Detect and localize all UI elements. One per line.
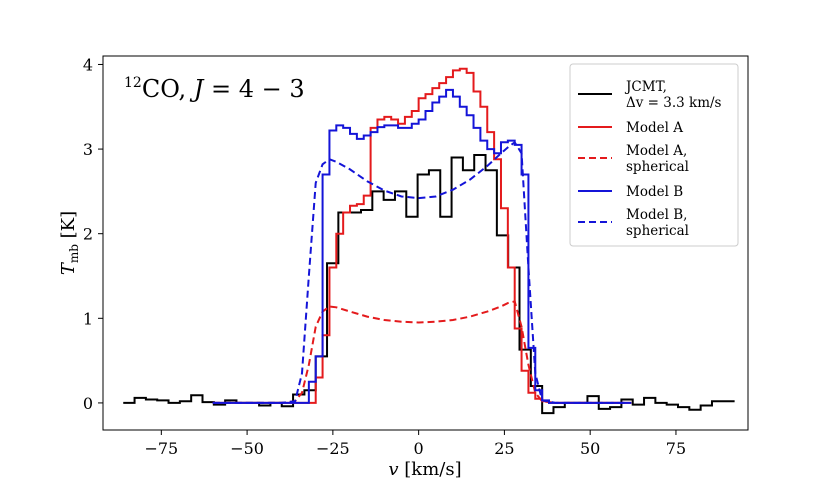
y-axis-label-var: T [58,261,79,275]
chart-title: 12CO, J = 4 − 3 [124,75,305,103]
series-line-4 [212,140,625,404]
x-tick-label: 0 [414,439,424,458]
series-line-3 [212,88,632,404]
legend-label-0: JCMT, [624,79,667,95]
series-layer [123,67,735,415]
x-tick-label: 25 [494,439,514,458]
legend-box [569,63,739,247]
y-tick-label: 4 [83,55,93,74]
legend-label-4: Model B, [626,207,687,223]
y-tick-label: 2 [83,225,93,244]
chart-title-rest: = 4 − 3 [203,75,304,103]
chart-title-molecule: CO, [142,75,194,103]
x-axis-label: v [km/s] [388,459,461,480]
x-axis-label-var: v [388,459,398,480]
x-axis-label-unit: [km/s] [399,459,462,480]
x-axis: −75 −50 −25 0 25 50 75 [144,430,686,458]
legend-label-0: Δv = 3.3 km/s [626,95,722,111]
y-tick-label: 0 [83,394,93,413]
y-axis-label-sub: mb [67,244,81,263]
y-tick-label: 3 [83,140,93,159]
x-tick-label: −25 [316,439,350,458]
y-axis-label-unit: [K] [58,211,79,244]
x-tick-label: 75 [666,439,686,458]
x-tick-label: 50 [580,439,600,458]
x-tick-label: −50 [230,439,264,458]
legend-label-1: Model A [626,120,683,136]
series-line-2 [212,300,625,404]
legend-label-2: Model A, [626,143,687,159]
axes-frame [102,55,749,431]
y-tick-label: 1 [83,309,93,328]
legend-label-4: spherical [626,223,689,239]
x-tick-label: −75 [144,439,178,458]
y-axis-label: Tmb [K] [58,211,81,275]
legend-label-3: Model B [626,184,683,200]
y-axis: 0 1 2 3 4 [83,55,103,413]
chart-title-sup: 12 [124,75,142,91]
legend-label-2: spherical [626,159,689,175]
